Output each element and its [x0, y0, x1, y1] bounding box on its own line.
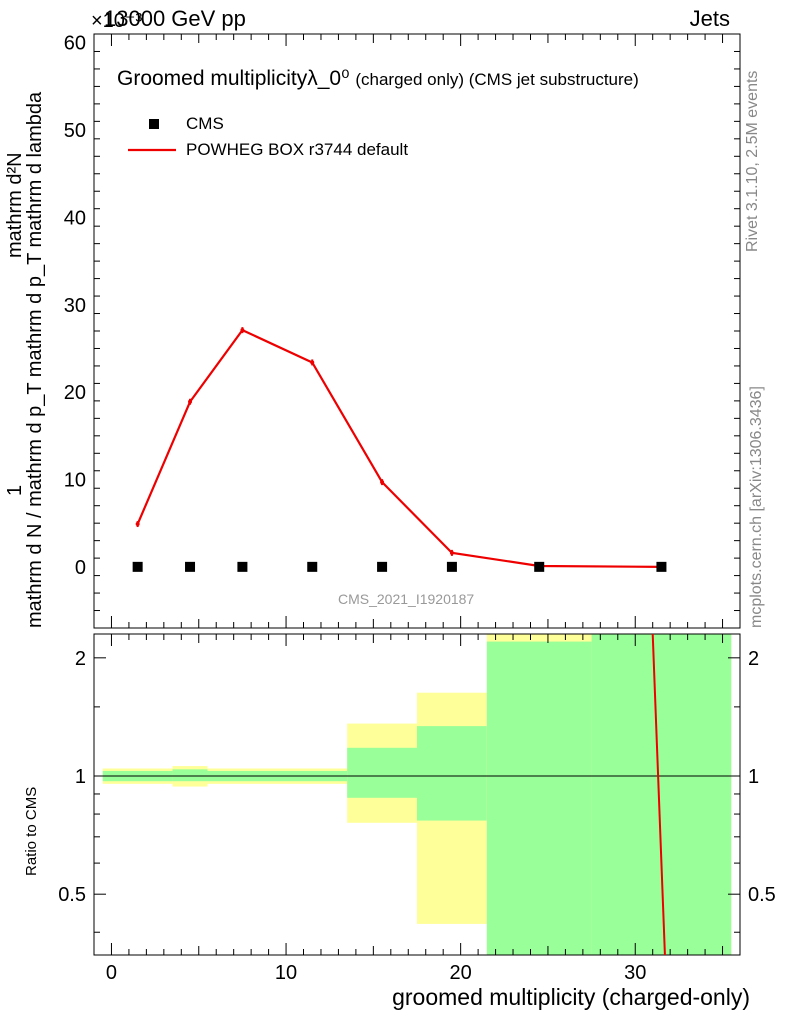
ratio-band-inner-4	[417, 726, 487, 821]
ratio-ytick-label-right: 2	[748, 648, 759, 670]
main-ytick-label: 20	[64, 382, 86, 404]
x-axis-label: groomed multiplicity (charged-only)	[392, 984, 750, 1010]
mc-point	[135, 522, 140, 527]
analysis-watermark: CMS_2021_I1920187	[338, 591, 475, 607]
main-ytick-label: 0	[75, 557, 86, 579]
mc-point	[310, 360, 315, 365]
ratio-ytick-label-right: 0.5	[748, 884, 776, 906]
data-point	[377, 561, 388, 572]
main-ytick-label: 30	[64, 295, 86, 317]
process-label: Jets	[689, 6, 730, 31]
ratio-ytick-label-right: 1	[748, 766, 759, 788]
mc-series	[135, 327, 664, 570]
main-ytick-label: 40	[64, 207, 86, 229]
data-point	[132, 561, 143, 572]
plot-title-main: Groomed multiplicityλ_0⁰	[117, 67, 350, 90]
ratio-ytick-label-left: 0.5	[58, 884, 86, 906]
mc-point	[380, 480, 385, 485]
ratio-ytick-label-left: 1	[75, 766, 86, 788]
mc-point	[449, 550, 454, 555]
mc-point	[188, 399, 193, 404]
main-frame	[93, 33, 741, 629]
plot-title-sub: (charged only) (CMS jet substructure)	[355, 70, 639, 89]
ratio-band-inner-3	[347, 747, 417, 798]
ratio-ytick-label-left: 2	[75, 648, 86, 670]
main-ytick-label: 50	[64, 120, 86, 142]
data-point	[534, 561, 545, 572]
legend-label-mc: POWHEG BOX r3744 default	[186, 140, 409, 159]
ratio-axes: 0 10 20 30 0.5 0.5 1 1 2 2	[58, 633, 776, 984]
ratio-band-inner-6	[591, 634, 732, 955]
ratio-xtick-label: 0	[106, 962, 117, 984]
ratio-band-inner-5	[486, 641, 592, 955]
y-scale-exponent: ×10⁻³	[91, 10, 143, 32]
mc-point	[240, 328, 245, 333]
legend-marks	[128, 119, 176, 152]
main-ytick-label: 10	[64, 470, 86, 492]
legend-marker-data	[149, 119, 159, 129]
ratio-band-inner-1	[172, 769, 208, 782]
data-point	[185, 561, 196, 572]
legend-label-data: CMS	[186, 114, 224, 133]
ratio-bands	[102, 634, 732, 955]
main-axes: 0 10 20 30 40 50 60	[64, 33, 741, 629]
data-series	[132, 561, 667, 572]
plot-title: Groomed multiplicityλ_0⁰ (charged only) …	[117, 66, 639, 91]
data-point	[446, 561, 457, 572]
data-point	[307, 561, 318, 572]
ratio-xtick-label: 20	[450, 962, 472, 984]
main-ytick-label: 60	[64, 33, 86, 55]
mc-ratio-line	[651, 633, 666, 956]
data-point	[237, 561, 248, 572]
data-point	[656, 561, 667, 572]
ratio-xtick-label: 30	[624, 962, 646, 984]
ratio-xtick-label: 10	[275, 962, 297, 984]
beam-energy-label: 13000 GeV pp	[104, 6, 246, 31]
ratio-frame	[93, 633, 741, 956]
mc-line	[136, 328, 662, 568]
